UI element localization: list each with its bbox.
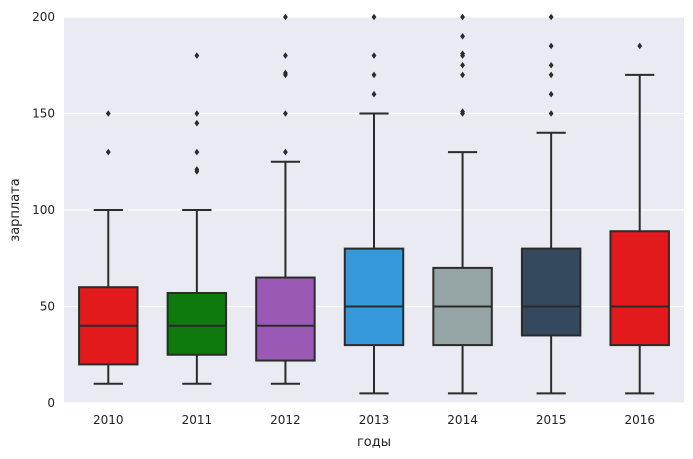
outlier-point: [194, 148, 200, 156]
outlier-point: [371, 90, 377, 98]
box-2010: [78, 110, 139, 385]
iqr-box: [255, 276, 316, 362]
outlier-point: [371, 13, 377, 21]
iqr-box: [609, 230, 670, 347]
outlier-point: [460, 108, 465, 115]
box-2012: [255, 13, 316, 385]
box-2016: [609, 42, 670, 395]
iqr-box: [166, 291, 228, 356]
box-2014: [432, 13, 493, 395]
outlier-point: [548, 13, 554, 21]
box-2013: [343, 13, 405, 395]
outlier-point: [548, 110, 554, 117]
box-2011: [166, 52, 228, 385]
outlier-point: [194, 166, 200, 173]
outlier-point: [105, 110, 111, 117]
y-axis-title: зарплата: [8, 178, 23, 241]
outlier-point: [194, 110, 200, 117]
outlier-point: [194, 119, 200, 127]
box-2015: [520, 13, 582, 395]
outlier-point: [105, 148, 111, 156]
outlier-point: [283, 110, 288, 117]
outlier-point: [548, 42, 554, 50]
y-tick-label: 50: [40, 300, 55, 314]
outlier-point: [460, 50, 465, 57]
x-tick-label: 2011: [182, 413, 213, 427]
outlier-point: [548, 71, 554, 79]
outlier-point: [548, 90, 554, 98]
x-tick-label: 2013: [359, 413, 390, 427]
outlier-point: [460, 61, 465, 69]
outlier-point: [371, 52, 377, 59]
x-tick-label: 2014: [447, 413, 478, 427]
boxes: [78, 13, 670, 395]
outlier-point: [460, 71, 465, 79]
outlier-point: [460, 13, 465, 21]
outlier-point: [283, 69, 288, 77]
outlier-point: [548, 61, 554, 69]
y-tick-labels: 0 50 100 150 200: [32, 10, 55, 410]
y-tick-label: 0: [47, 396, 55, 410]
x-tick-labels: 2010 2011 2012 2013 2014 2015 2016: [93, 413, 655, 427]
outlier-point: [194, 52, 200, 59]
outlier-point: [371, 71, 377, 79]
x-axis-title: годы: [357, 435, 391, 450]
iqr-box: [343, 247, 405, 347]
y-tick-label: 150: [32, 107, 55, 121]
x-tick-label: 2012: [270, 413, 301, 427]
x-tick-label: 2015: [536, 413, 567, 427]
x-tick-label: 2010: [93, 413, 124, 427]
iqr-box: [520, 247, 582, 337]
outlier-point: [460, 33, 465, 40]
outlier-point: [283, 13, 288, 21]
outlier-point: [283, 52, 288, 59]
outlier-point: [283, 148, 288, 156]
outlier-point: [637, 42, 643, 50]
x-tick-label: 2016: [624, 413, 655, 427]
y-tick-label: 200: [32, 10, 55, 24]
y-tick-label: 100: [32, 203, 55, 217]
